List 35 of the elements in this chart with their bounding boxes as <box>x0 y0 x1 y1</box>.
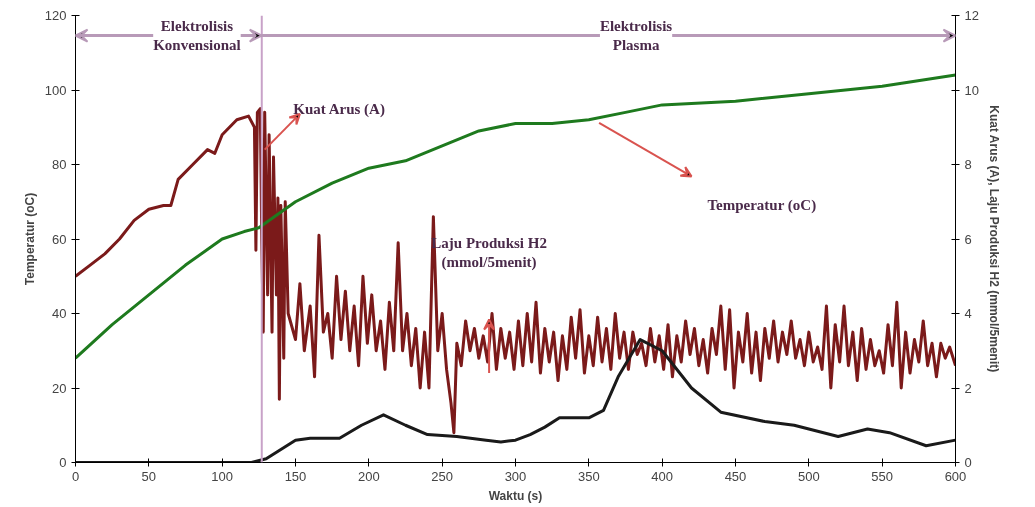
x-tick-label: 600 <box>944 468 967 484</box>
y2-tick-label: 12 <box>964 8 979 23</box>
y-tick-label: 0 <box>59 455 67 470</box>
annotation: Elektrolisis Plasma <box>599 17 673 53</box>
x-tick-label: 450 <box>724 468 747 484</box>
annotation: Kuat Arus (A) <box>293 101 385 119</box>
annotation: Temperatur (oC) <box>707 197 817 215</box>
y2-axis-title: Kuat Arus (A), Laju Produksi H2 (mmol/5menit) <box>986 105 1001 373</box>
x-tick-label: 150 <box>284 468 307 484</box>
y2-tick-label: 10 <box>964 82 979 98</box>
annotation: Elektrolisis Konvensional <box>153 17 241 53</box>
x-tick-label: 0 <box>71 468 80 484</box>
line-series <box>75 73 956 360</box>
y-tick-label: 40 <box>52 306 67 321</box>
x-tick-label: 50 <box>141 468 157 484</box>
y2-tick-label: 0 <box>964 455 972 470</box>
y2-tick-label: 4 <box>964 306 972 321</box>
x-tick-label: 300 <box>504 468 527 484</box>
y-tick-label: 120 <box>44 8 67 23</box>
x-tick-label: 400 <box>651 468 674 484</box>
x-tick-label: 250 <box>431 468 454 484</box>
y-tick-label: 60 <box>52 231 67 247</box>
x-tick-label: 550 <box>871 468 894 484</box>
y2-tick-label: 6 <box>964 231 972 247</box>
x-tick-label: 500 <box>797 468 820 484</box>
x-axis-title: Waktu (s) <box>488 488 543 503</box>
x-tick-label: 100 <box>211 468 234 484</box>
x-tick-label: 350 <box>577 468 600 484</box>
y-axis-title: Temperatur (oC) <box>22 192 37 286</box>
x-tick-label: 200 <box>357 468 380 484</box>
y-tick-label: 100 <box>44 82 67 98</box>
y2-tick-label: 8 <box>964 157 972 172</box>
y-tick-label: 20 <box>52 380 67 396</box>
y2-tick-label: 2 <box>964 380 972 396</box>
y-tick-label: 80 <box>52 157 67 172</box>
